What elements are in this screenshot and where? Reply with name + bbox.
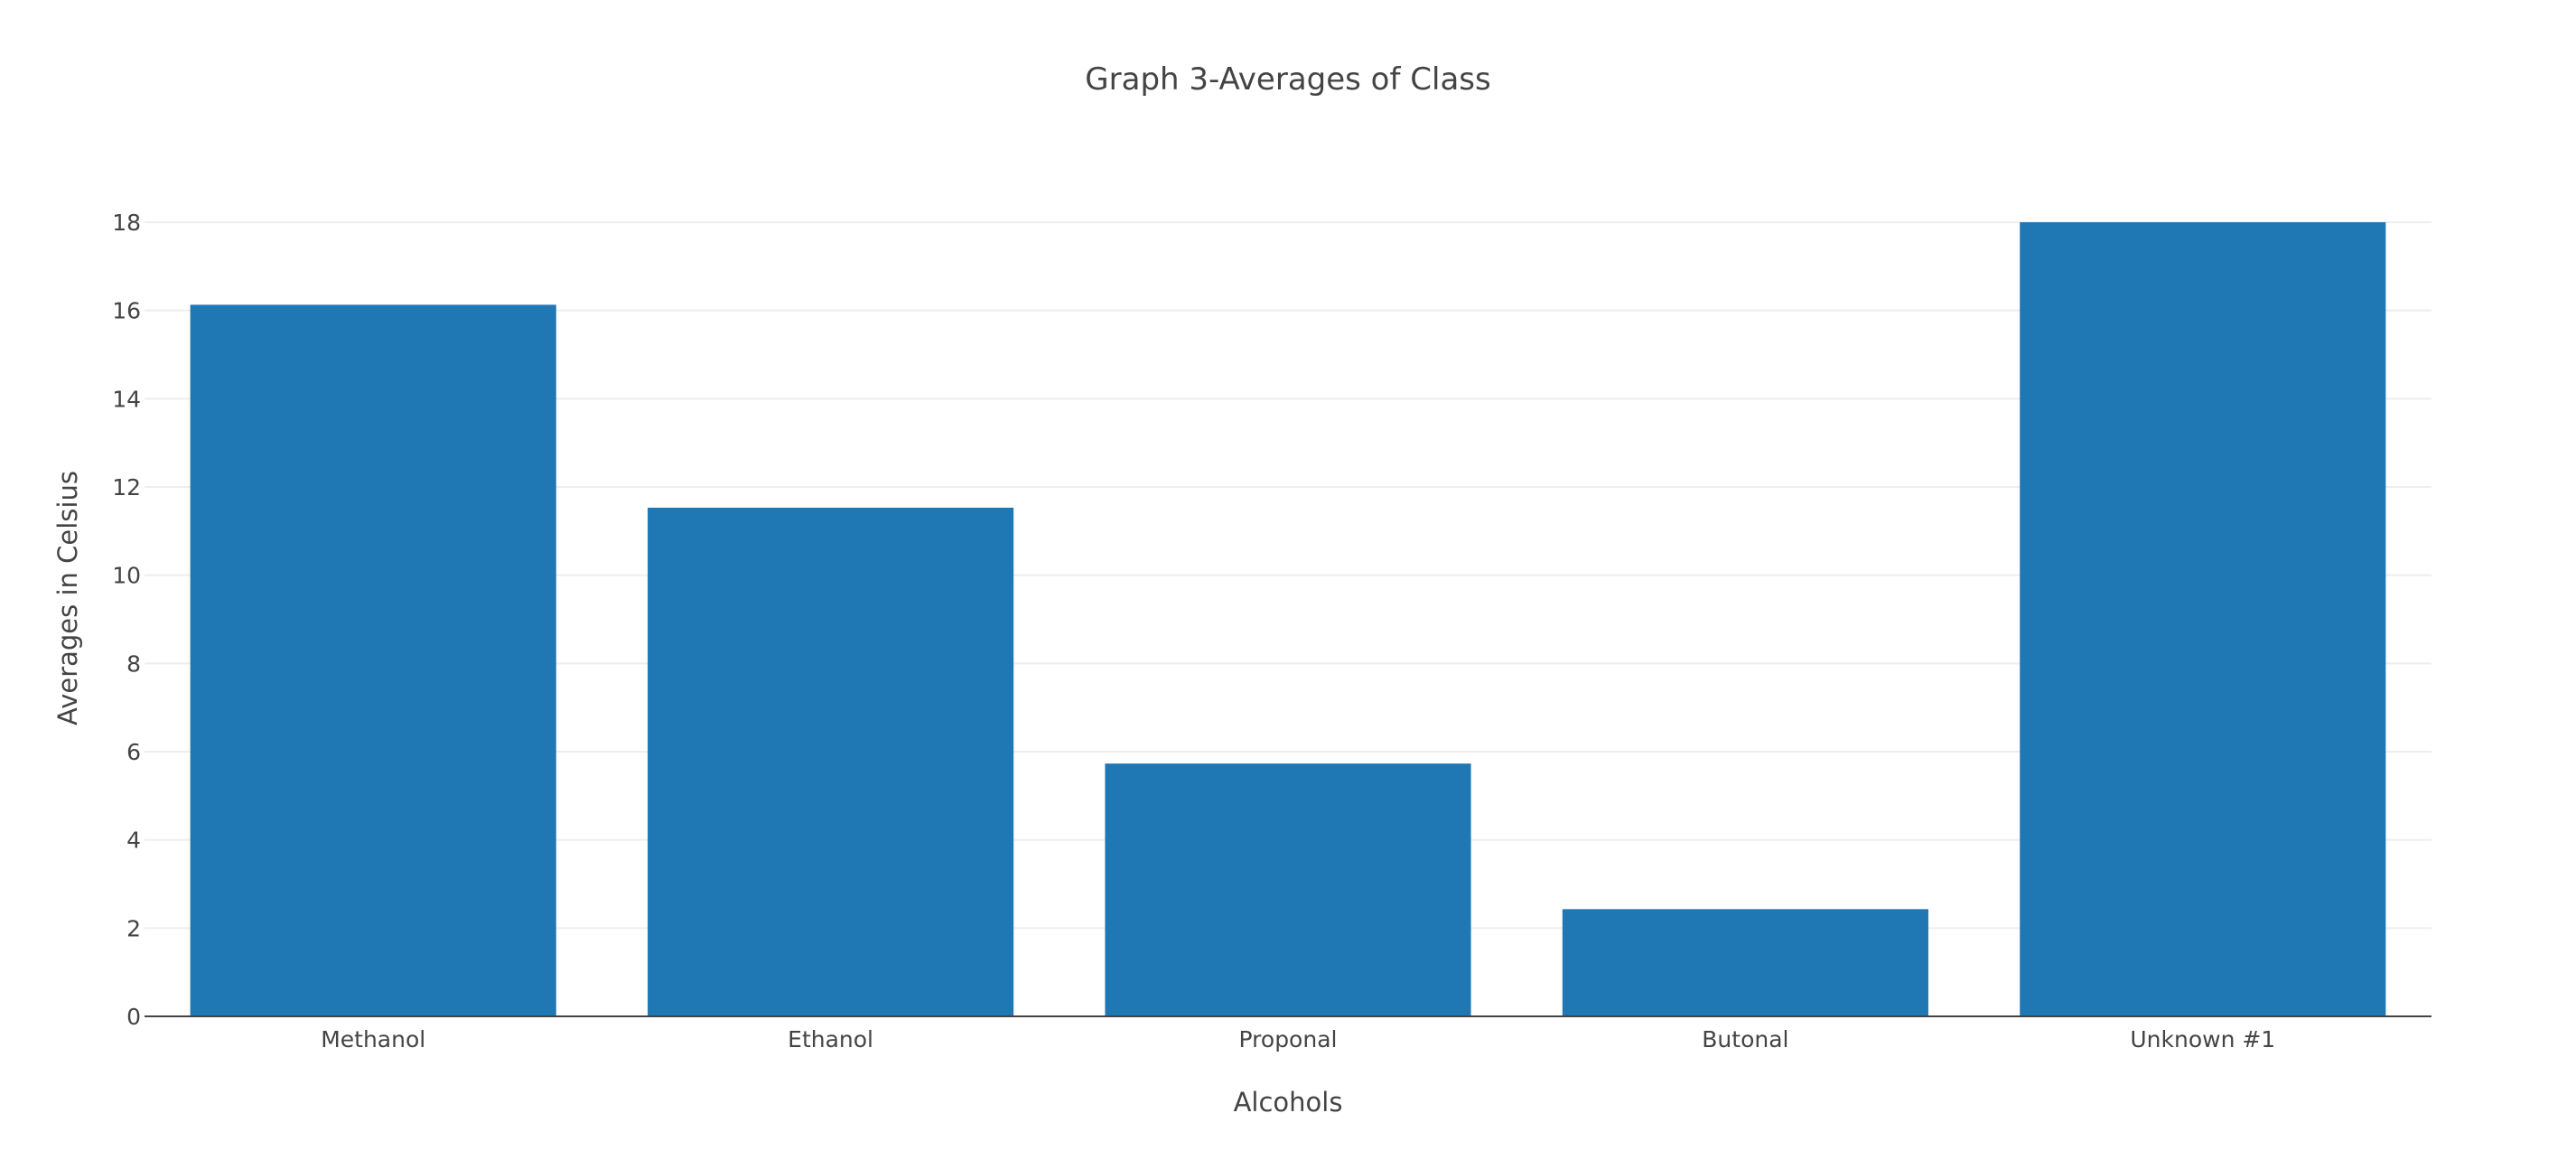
- x-axis-ticks: Methanol Ethanol Proponal Butonal Unknown #1: [321, 1026, 2275, 1052]
- y-tick-label: 12: [112, 474, 141, 500]
- y-tick-label: 18: [112, 210, 141, 236]
- bar: [1105, 763, 1471, 1016]
- bar: [190, 304, 556, 1016]
- x-tick-label: Unknown #1: [2130, 1026, 2275, 1052]
- y-tick-label: 14: [112, 386, 141, 412]
- bars: [190, 222, 2386, 1016]
- y-tick-label: 16: [112, 298, 141, 324]
- bar: [2020, 222, 2386, 1016]
- y-tick-label: 2: [126, 915, 141, 941]
- x-tick-label: Ethanol: [788, 1026, 873, 1052]
- y-axis-title: Averages in Celsius: [52, 471, 83, 725]
- y-tick-label: 6: [126, 739, 141, 765]
- y-axis-ticks: 0 2 4 6 8 10 12 14 16 18: [112, 210, 141, 1030]
- x-tick-label: Proponal: [1239, 1026, 1338, 1052]
- x-tick-label: Butonal: [1702, 1026, 1788, 1052]
- chart-title: Graph 3-Averages of Class: [1085, 61, 1490, 98]
- x-tick-label: Methanol: [321, 1026, 425, 1052]
- y-tick-label: 4: [126, 828, 141, 854]
- y-tick-label: 0: [126, 1004, 141, 1030]
- y-tick-label: 8: [126, 650, 141, 677]
- x-axis-title: Alcohols: [1234, 1087, 1343, 1118]
- y-tick-label: 10: [112, 563, 141, 589]
- bar: [1562, 909, 1928, 1016]
- bar: [648, 507, 1014, 1016]
